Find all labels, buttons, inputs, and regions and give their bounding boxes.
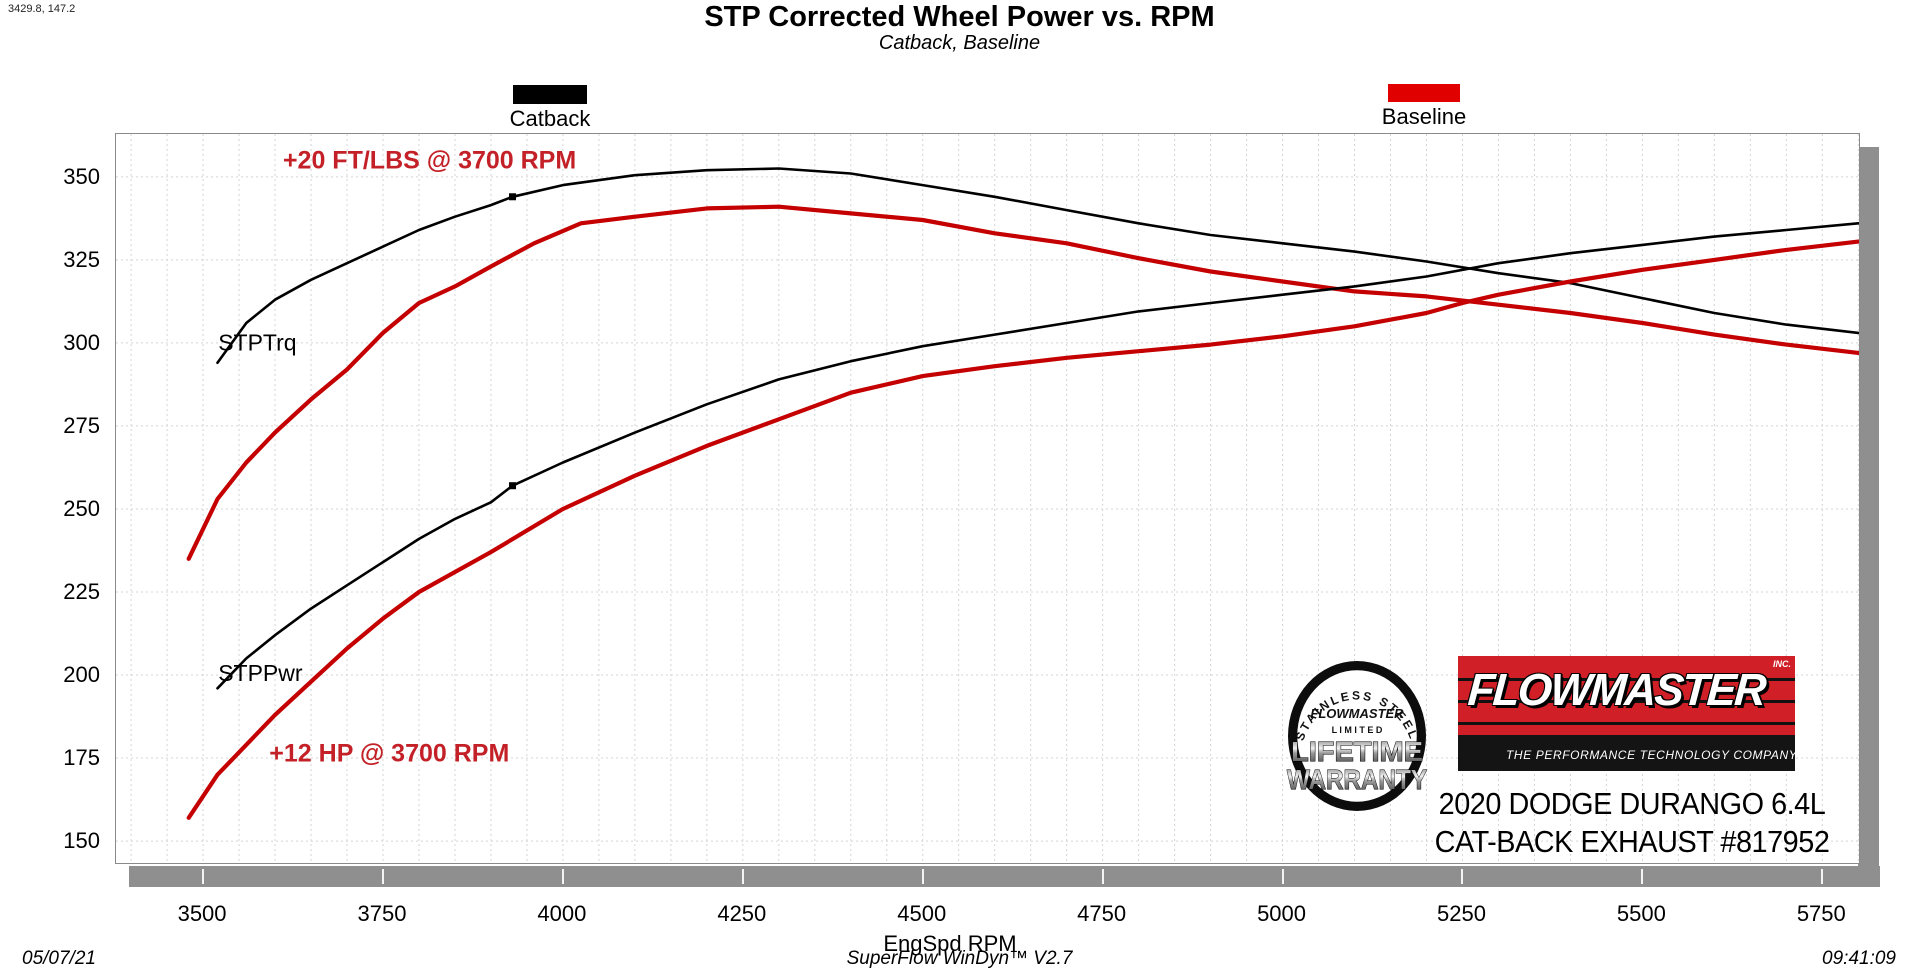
y-tick-label-250: 250 [63,495,100,521]
x-tick-label-4250: 4250 [717,901,767,926]
footer-software-name: SuperFlow WinDyn™ V2.7 [846,948,1073,969]
y-tick-label-325: 325 [63,246,100,272]
logo-stripe [1458,678,1795,681]
x-tick-mark [921,869,924,884]
series-stppwr-baseline [186,239,1861,820]
x-tick-mark [1281,869,1284,884]
plot-shadow-right [1858,147,1879,866]
logo-black-band [1458,735,1795,771]
footer-date: 05/07/21 [22,948,96,969]
data-marker [509,193,517,201]
lifetime-warranty-badge: STAINLESS STEEL FLOWMASTER L I M I T E D… [1286,658,1428,814]
vehicle-line-2: CAT-BACK EXHAUST #817952 [1434,824,1830,859]
data-marker [509,482,517,490]
logo-stripe [1458,722,1795,725]
badge-limited-text: L I M I T E D [1332,725,1383,735]
footer-time: 09:41:09 [1822,948,1896,969]
y-tick-label-350: 350 [63,163,100,189]
badge-lifetime-text: LIFETIME [1291,736,1423,767]
logo-stripe [1458,700,1795,703]
x-tick-mark [1821,869,1824,884]
legend-label-catback: Catback [509,106,591,131]
x-tick-label-4750: 4750 [1077,901,1127,926]
x-tick-label-5250: 5250 [1436,901,1486,926]
series-stppwr-catback [216,222,1860,690]
x-tick-label-5500: 5500 [1616,901,1666,926]
plot-canvas: +20 FT/LBS @ 3700 RPM +12 HP @ 3700 RPM ST… [116,134,1861,863]
x-axis-title: EngSpd RPM [883,931,1017,956]
flowmaster-logo: FLOWMASTER INC. THE PERFORMANCE TECHNOLO… [1458,656,1795,771]
x-tick-mark [1461,869,1464,884]
annotation-20-ft-lbs-3700-rpm: +20 FT/LBS @ 3700 RPM [283,147,576,175]
y-tick-label-225: 225 [63,578,100,604]
x-tick-label-5000: 5000 [1257,901,1307,926]
legend-item-baseline: Baseline [1349,84,1499,130]
legend-swatch-catback [513,85,587,104]
logo-tagline: THE PERFORMANCE TECHNOLOGY COMPANY [1506,748,1795,762]
badge-warranty-text: WARRANTY [1287,764,1427,795]
annotation-12-hp-3700-rpm: +12 HP @ 3700 RPM [269,739,509,767]
x-tick-mark [1101,869,1104,884]
x-tick-mark [1641,869,1644,884]
warranty-badge-graphic: STAINLESS STEEL FLOWMASTER L I M I T E D… [1287,661,1428,811]
legend-swatch-baseline [1388,84,1460,102]
x-tick-mark [381,869,384,884]
annotation-stptrq: STPTrq [218,330,296,356]
y-tick-label-175: 175 [63,745,100,771]
x-tick-label-3500: 3500 [177,901,227,926]
x-tick-label-5750: 5750 [1796,901,1846,926]
x-tick-label-4500: 4500 [897,901,947,926]
x-tick-label-3750: 3750 [357,901,407,926]
x-tick-mark [741,869,744,884]
series-stptrq-baseline [186,204,1861,561]
vehicle-line-1: 2020 DODGE DURANGO 6.4L [1438,786,1826,821]
vehicle-description: 2020 DODGE DURANGO 6.4L CAT-BACK EXHAUST… [1412,785,1852,861]
plot-shadow-bottom [129,866,1880,887]
x-tick-mark [561,869,564,884]
y-tick-label-275: 275 [63,412,100,438]
x-tick-mark [202,869,205,884]
x-tick-label-4000: 4000 [537,901,587,926]
y-tick-label-150: 150 [63,828,100,854]
y-tick-label-300: 300 [63,329,100,355]
legend-item-catback: Catback [475,85,625,132]
y-tick-label-200: 200 [63,662,100,688]
chart-subtitle: Catback, Baseline [878,32,1041,54]
logo-brand-text: FLOWMASTER [1466,664,1767,715]
badge-brand-text: FLOWMASTER [1310,706,1404,721]
cursor-coordinate-readout: 3429.8, 147.2 [8,3,76,15]
annotation-stppwr: STPPwr [218,660,303,686]
chart-title: STP Corrected Wheel Power vs. RPM [704,1,1215,33]
legend-label-baseline: Baseline [1381,104,1467,129]
series-stptrq-catback [216,167,1860,365]
logo-inc-text: INC. [1773,659,1791,669]
